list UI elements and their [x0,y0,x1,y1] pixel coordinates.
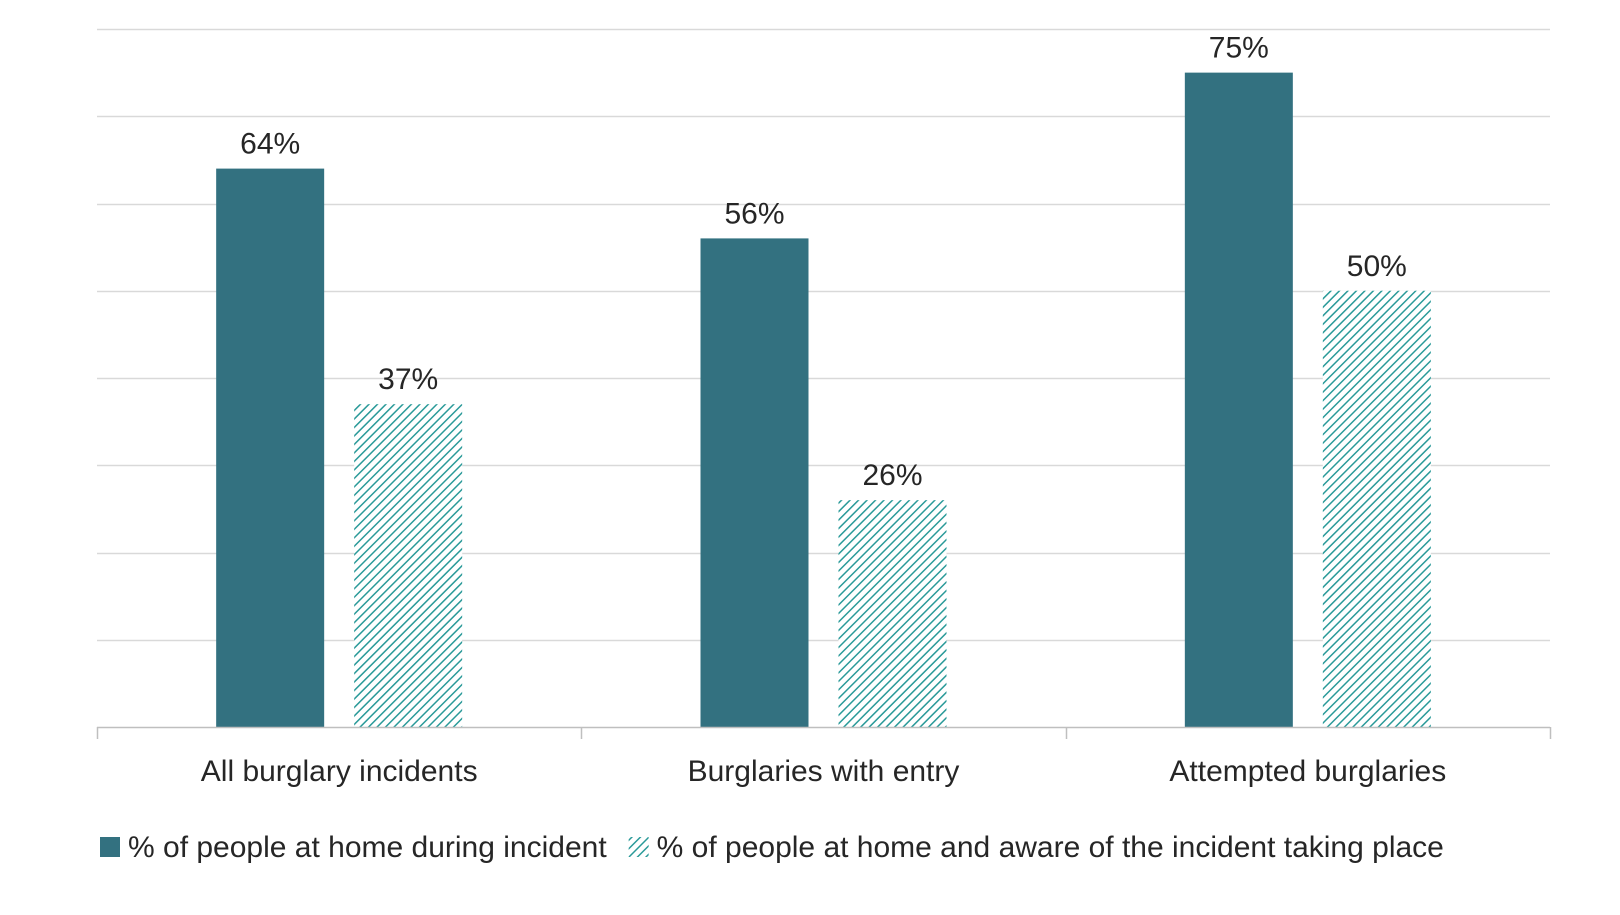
x-axis: All burglary incidents Burglaries with en… [96,726,1552,788]
data-label: 75% [1209,32,1269,65]
legend-swatch [100,837,120,857]
bars [216,72,1431,728]
legend-label: % of people at home and aware of the inc… [657,831,1444,864]
legend: % of people at home during incident % of … [100,831,1444,864]
bar-at-home-2 [1184,72,1293,727]
bar-at-home-0 [216,168,325,728]
bar-at-home-aware-2 [1322,290,1431,727]
data-label: 50% [1347,250,1407,283]
bar-at-home-aware-1 [838,500,947,727]
legend-swatch [628,837,649,857]
bar-at-home-1 [700,238,809,727]
bar-at-home-aware-0 [354,404,463,727]
gridlines [97,28,1550,642]
x-tick-label: All burglary incidents [201,755,478,788]
x-tick-label: Burglaries with entry [688,755,960,788]
data-label: 26% [862,459,922,492]
data-labels: 64% 37% 56% 26% 75% 50% [240,32,1407,493]
x-tick-label: Attempted burglaries [1169,755,1446,788]
data-label: 37% [378,363,438,396]
data-label: 64% [240,128,300,161]
data-label: 56% [724,197,784,230]
legend-label: % of people at home during incident [128,831,607,864]
